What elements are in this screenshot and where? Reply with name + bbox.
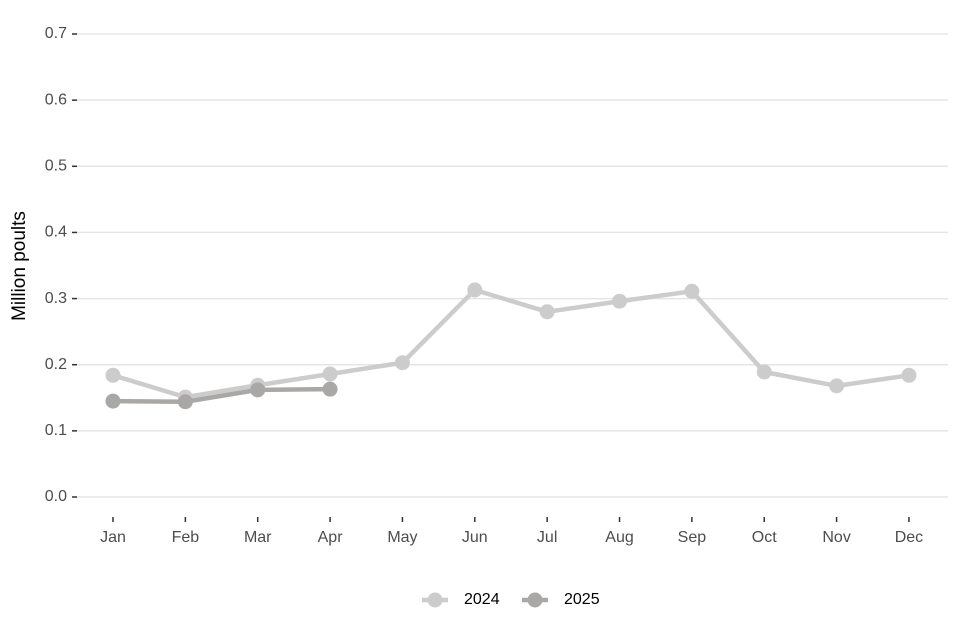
legend-label: 2025 [564, 591, 600, 608]
y-tick-label: 0.1 [45, 422, 67, 439]
point [684, 283, 700, 299]
point [539, 304, 555, 320]
point [322, 366, 338, 382]
legend-key-point [427, 592, 443, 608]
y-tick-label: 0.0 [45, 488, 67, 505]
legend-label: 2024 [464, 591, 500, 608]
y-tick-label: 0.5 [45, 158, 67, 175]
x-tick-label: May [387, 529, 417, 546]
y-tick-label: 0.7 [45, 25, 67, 42]
point [105, 393, 121, 409]
x-tick-label: Jul [537, 529, 557, 546]
y-tick-label: 0.6 [45, 91, 67, 108]
x-tick-label: Sep [678, 529, 707, 546]
x-tick-label: Jun [462, 529, 488, 546]
x-tick-label: Dec [895, 529, 923, 546]
point [105, 367, 121, 383]
x-tick-label: Nov [822, 529, 850, 546]
x-tick-label: Aug [605, 529, 633, 546]
y-axis-label: Million poults [9, 211, 30, 321]
x-tick-label: Apr [318, 529, 344, 546]
point [901, 367, 917, 383]
point [756, 364, 772, 380]
x-tick-label: Mar [244, 529, 272, 546]
x-tick-label: Jan [100, 529, 126, 546]
point [250, 382, 266, 398]
point [322, 381, 338, 397]
y-tick-label: 0.3 [45, 290, 67, 307]
series-line [112, 386, 331, 405]
point [177, 394, 193, 410]
x-tick-label: Feb [172, 529, 200, 546]
x-tick-label: Oct [752, 529, 777, 546]
point [394, 355, 410, 371]
point [467, 282, 483, 298]
series-line [112, 287, 910, 400]
legend-key-point [527, 592, 543, 608]
y-tick-label: 0.4 [45, 224, 67, 241]
y-tick-label: 0.2 [45, 356, 67, 373]
point [829, 378, 845, 394]
point [612, 293, 628, 309]
